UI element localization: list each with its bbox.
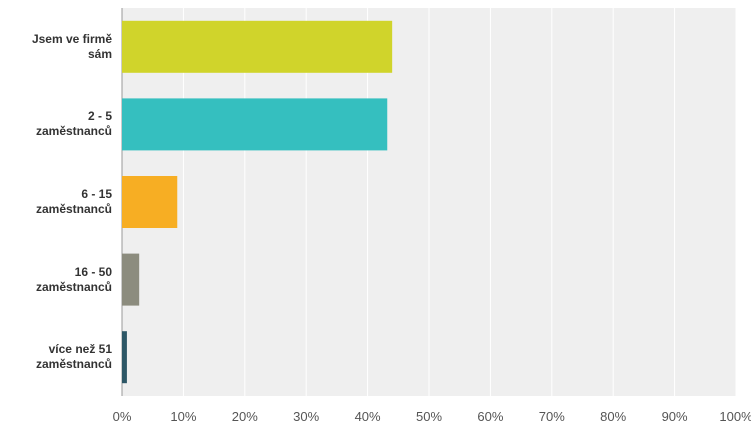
- x-tick-label: 30%: [293, 409, 320, 424]
- x-tick-label: 80%: [600, 409, 627, 424]
- x-tick-label: 70%: [538, 409, 565, 424]
- category-label: 16 - 50 zaměstnanců: [35, 264, 112, 294]
- x-tick-label: 0%: [112, 409, 132, 424]
- x-tick-label: 10%: [170, 409, 197, 424]
- x-tick-label: 50%: [415, 409, 443, 424]
- bar: [122, 20, 393, 73]
- category-label: Jsem ve firmě sám: [31, 31, 112, 61]
- category-label: více než 51 zaměstnanců: [35, 342, 112, 372]
- bar: [122, 98, 388, 151]
- x-tick-label: 40%: [354, 409, 381, 424]
- bar: [122, 176, 178, 228]
- x-tick-label: 90%: [661, 409, 688, 424]
- x-tick-label: 100%: [719, 409, 751, 424]
- bar: [122, 331, 127, 384]
- category-label: 6 - 15 zaměstnanců: [35, 187, 112, 216]
- x-tick-label: 20%: [231, 409, 258, 424]
- bar: [122, 253, 140, 306]
- x-tick-label: 60%: [477, 409, 504, 424]
- category-label: 2 - 5 zaměstnanců: [35, 109, 112, 139]
